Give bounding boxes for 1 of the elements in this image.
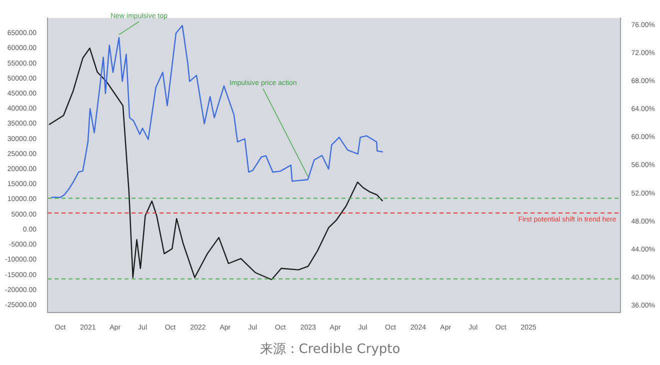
source-note: 来源：Credible Crypto <box>258 341 402 358</box>
